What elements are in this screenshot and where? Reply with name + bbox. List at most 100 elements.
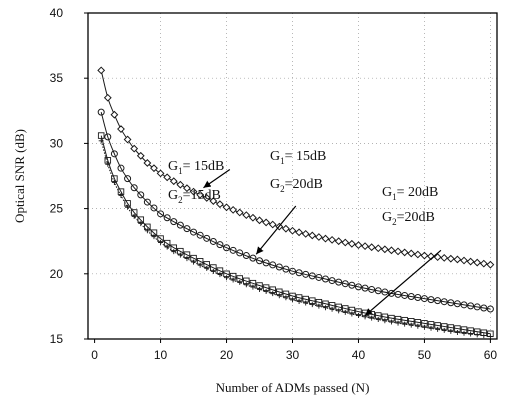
x-tick-label: 40 [352, 348, 366, 362]
x-axis-title: Number of ADMs passed (N) [216, 380, 370, 395]
y-tick-label: 15 [50, 332, 64, 346]
series-2-marker [434, 297, 442, 305]
series-4-marker [177, 252, 183, 258]
series-2-marker [117, 164, 125, 172]
annotation-1: G1= 15dB G2=15dB [168, 159, 231, 205]
series-4-marker [283, 295, 289, 301]
x-tick-label: 0 [91, 348, 98, 362]
series-2-marker [427, 296, 435, 304]
y-tick-label: 25 [50, 202, 64, 216]
series-4-marker [204, 265, 210, 271]
series-4-marker [375, 316, 381, 322]
series-1-marker [123, 135, 132, 144]
series-2-marker [354, 283, 362, 291]
series-4-marker [309, 302, 315, 308]
series-4-marker [316, 303, 322, 309]
series-1-marker [242, 211, 251, 220]
series-1-marker [156, 169, 165, 178]
y-tick-label: 30 [50, 136, 64, 150]
series-4-marker [349, 311, 355, 317]
series-4-marker [144, 228, 150, 234]
series-1-marker [314, 233, 323, 241]
series-2-marker [321, 275, 329, 283]
x-tick-label: 60 [484, 348, 498, 362]
y-axis-title: Optical SNR (dB) [12, 129, 27, 223]
series-4-marker [388, 319, 394, 325]
series-4-marker [290, 297, 295, 303]
series-2-marker [480, 304, 488, 312]
series-4-marker [421, 324, 427, 330]
series-4-marker [474, 332, 480, 338]
series-1-marker [268, 220, 277, 229]
x-tick-label: 50 [418, 348, 432, 362]
y-tick-label: 20 [50, 267, 64, 281]
series-1-marker [262, 218, 271, 227]
series-1-marker [196, 190, 205, 199]
series-4-marker [105, 161, 111, 167]
annotation-arrow-2 [255, 205, 297, 255]
series-line-4 [100, 140, 491, 337]
series-1-marker [130, 144, 139, 153]
series-4-marker [296, 298, 302, 304]
series-2-marker [348, 281, 356, 289]
annotation-3-line-1: G1= 20dB [382, 185, 438, 202]
series-4-marker [329, 306, 335, 312]
series-1-marker [301, 229, 310, 238]
series-2-marker [302, 270, 310, 278]
series-4-marker [111, 180, 117, 186]
annotation-arrow-1 [203, 168, 231, 189]
series-4-marker [98, 138, 104, 144]
series-4-marker [191, 259, 197, 265]
annotation-2-line-1: G1= 15dB [270, 149, 326, 166]
series-2-marker [104, 133, 112, 141]
y-tick-label: 40 [50, 6, 64, 20]
series-1-marker [229, 205, 238, 214]
series-1-marker [479, 259, 488, 268]
series-2-marker [110, 150, 118, 158]
series-4-marker [487, 333, 493, 339]
series-2-marker [216, 241, 224, 249]
series-2-marker [440, 298, 448, 306]
series-4-marker [454, 329, 460, 335]
series-4-marker [481, 333, 487, 339]
series-4-marker [158, 240, 164, 246]
series-2-marker [447, 299, 455, 307]
series-1-marker [446, 254, 455, 263]
series-1-marker [308, 231, 317, 240]
series-4-marker [395, 320, 401, 326]
series-2-marker [275, 263, 283, 271]
series-1-marker [110, 110, 119, 119]
series-2-marker [262, 259, 270, 267]
series-4-marker [210, 268, 216, 274]
series-2-marker [420, 295, 428, 303]
series-2-marker [157, 210, 165, 218]
series-1-marker [328, 235, 336, 244]
series-2-marker [150, 204, 158, 212]
series-1-marker [117, 125, 125, 133]
series-4-marker [435, 326, 441, 332]
series-2-marker [203, 234, 211, 242]
series-4-marker [125, 204, 131, 210]
series-1-marker [295, 228, 304, 237]
series-2-marker [453, 300, 461, 308]
series-2-marker [361, 284, 369, 292]
series-4-marker [237, 279, 243, 285]
series-1-marker [216, 200, 224, 209]
series-1-marker [202, 193, 211, 202]
series-1-marker [334, 237, 343, 246]
series-2-marker [401, 291, 409, 299]
series-2-marker [394, 290, 402, 298]
series-4-marker [217, 272, 223, 278]
series-2-marker [295, 269, 303, 277]
series-1-marker [433, 253, 442, 262]
series-1-marker [486, 260, 495, 269]
series-4-marker [369, 315, 375, 321]
series-1-marker [321, 234, 330, 243]
series-1-marker [143, 159, 152, 167]
series-2-marker [97, 108, 105, 116]
series-1-marker [341, 238, 350, 247]
series-1-marker [209, 197, 218, 205]
series-2-marker [242, 252, 250, 260]
series-2-marker [407, 292, 415, 300]
